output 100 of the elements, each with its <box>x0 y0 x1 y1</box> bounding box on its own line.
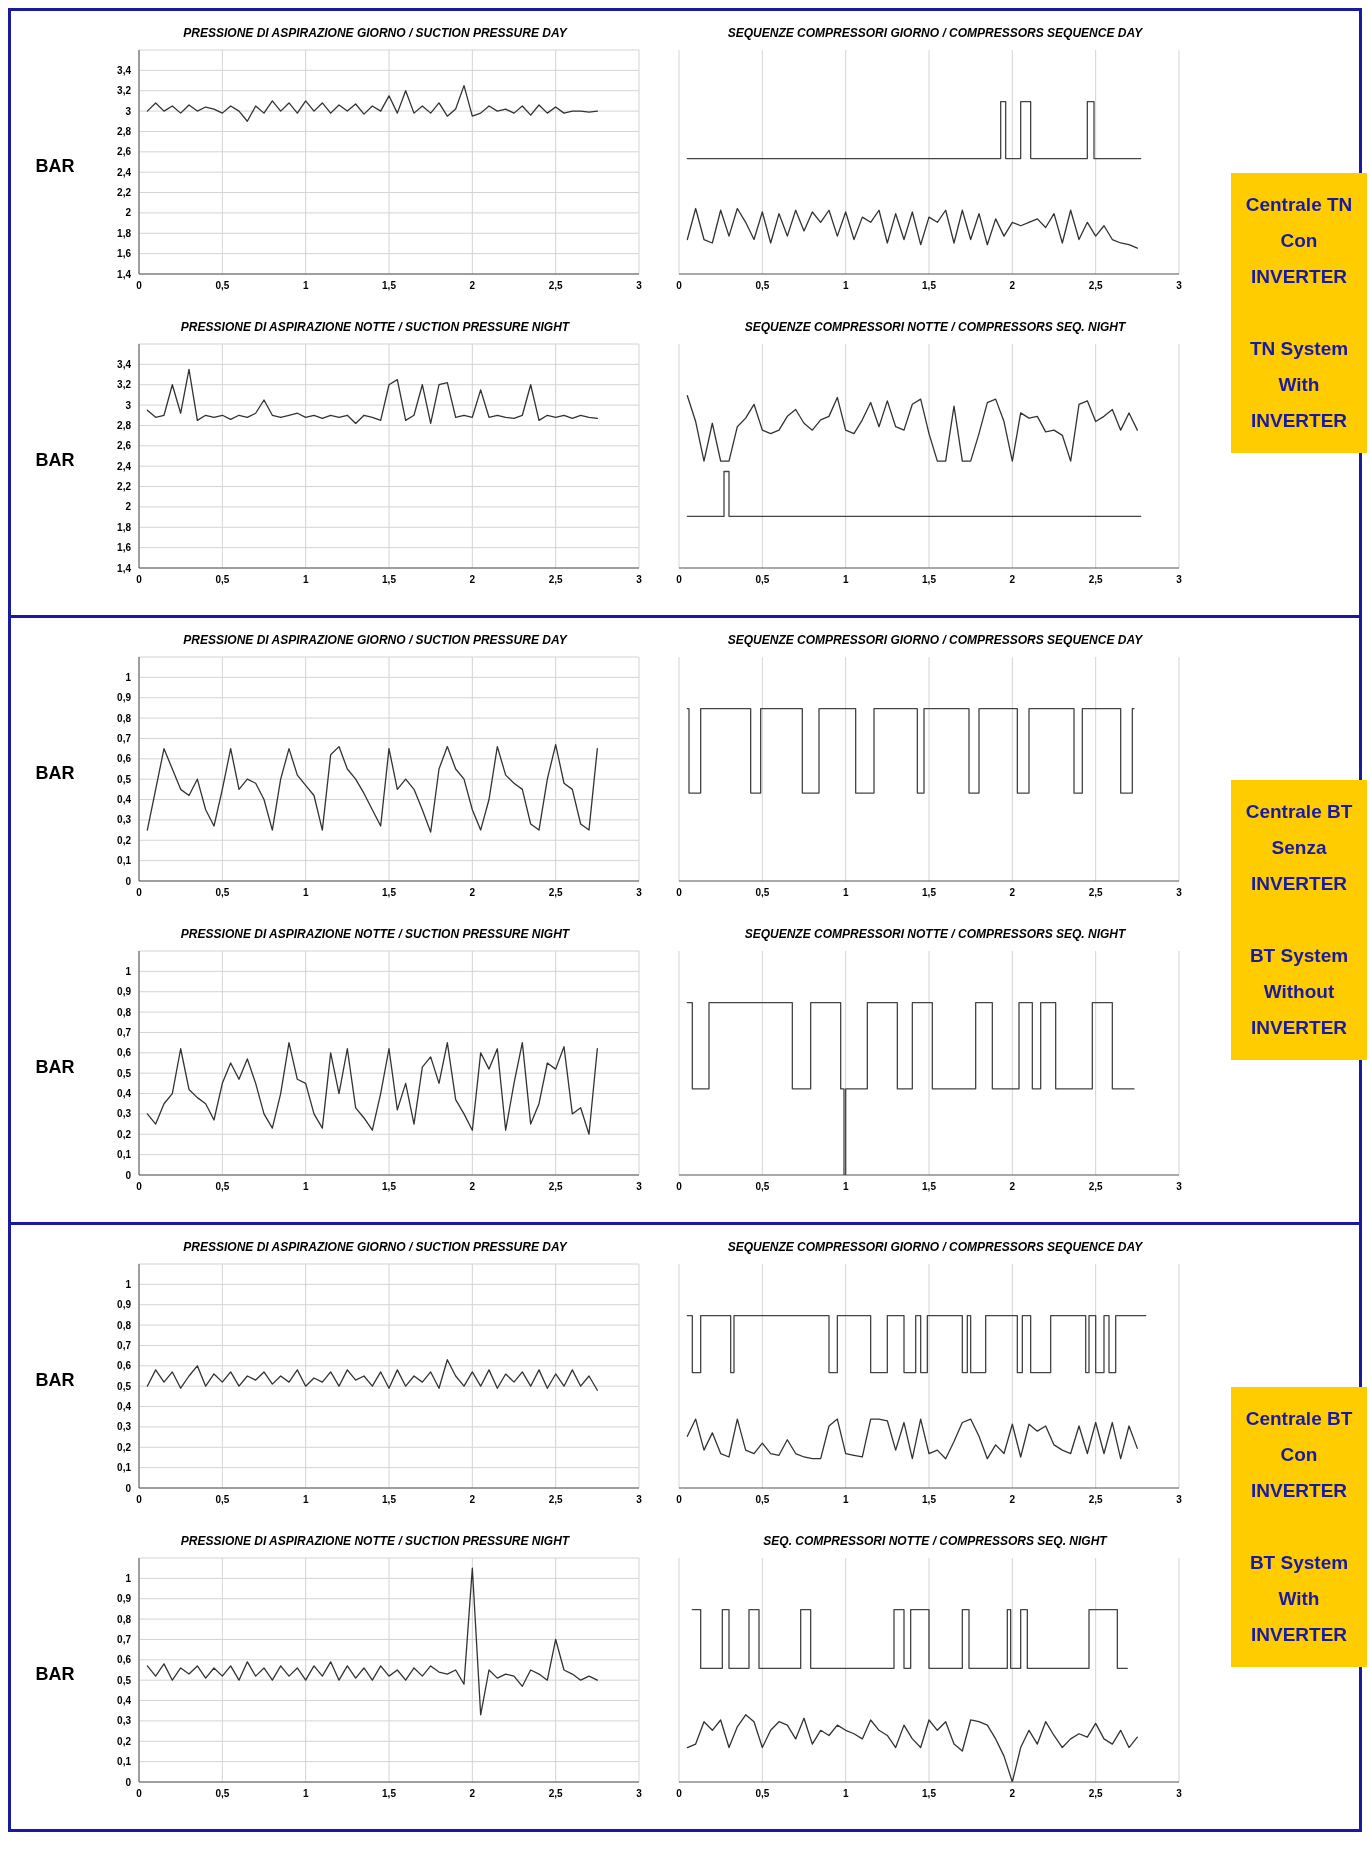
y-tick-label: 1 <box>125 671 132 683</box>
x-tick-label: 0,5 <box>215 1788 230 1800</box>
x-tick-label: 1 <box>302 280 309 292</box>
text: TN System <box>1248 337 1350 361</box>
x-tick-label: 0 <box>676 1788 683 1800</box>
y-tick-label: 0,1 <box>117 1149 132 1161</box>
y-tick-label: 2,4 <box>117 166 132 178</box>
x-tick-label: 1 <box>842 280 849 292</box>
y-tick-label: 0,6 <box>117 1047 132 1059</box>
y-tick-label: 0,8 <box>117 1613 132 1625</box>
y-tick-label: 0,8 <box>117 712 132 724</box>
line-series <box>146 84 598 122</box>
x-tick-label: 2,5 <box>1088 280 1104 292</box>
x-tick-label: 2,5 <box>548 1494 564 1506</box>
x-tick-label: 0 <box>136 574 143 586</box>
y-tick-label: 3,2 <box>117 85 132 97</box>
text: INVERTER <box>1249 872 1349 896</box>
x-tick-label: 1,5 <box>922 1788 937 1800</box>
y-axis-title: BAR <box>34 1663 76 1685</box>
text: INVERTER <box>1249 265 1349 289</box>
y-axis-title: BAR <box>34 762 76 784</box>
y-tick-label: 0 <box>125 1776 132 1788</box>
y-tick-label: 2,2 <box>117 187 132 199</box>
y-tick-label: 0,7 <box>117 1634 132 1645</box>
x-tick-label: 3 <box>636 574 643 586</box>
line-series <box>146 1041 598 1135</box>
text: Con <box>1279 229 1319 253</box>
y-tick-label: 0,3 <box>117 814 132 826</box>
x-tick-label: 1 <box>842 1181 849 1193</box>
x-tick-label: 0 <box>676 887 683 899</box>
y-tick-label: 3,2 <box>117 379 132 391</box>
x-tick-label: 2,5 <box>548 280 564 292</box>
x-tick-label: 3 <box>1176 280 1183 292</box>
y-tick-label: 0,8 <box>117 1006 132 1018</box>
x-tick-label: 1,5 <box>922 574 937 586</box>
x-tick-label: 1 <box>302 574 309 586</box>
y-tick-label: 3 <box>125 105 132 117</box>
y-tick-label: 2 <box>125 207 132 219</box>
y-tick-label: 3 <box>125 399 132 411</box>
y-tick-label: 0,4 <box>117 794 132 806</box>
chart-title: SEQ. COMPRESSORI NOTTE / COMPRESSORS SEQ. NIGHT <box>762 1534 1109 1548</box>
x-tick-label: 1 <box>842 887 849 899</box>
y-axis-title: BAR <box>34 1056 76 1078</box>
x-tick-label: 2 <box>469 1181 476 1193</box>
y-tick-label: 0 <box>125 1169 132 1181</box>
x-tick-label: 0,5 <box>215 887 230 899</box>
y-axis-title: BAR <box>34 449 76 471</box>
x-tick-label: 3 <box>636 280 643 292</box>
y-tick-label: 1 <box>125 1572 132 1584</box>
y-tick-label: 0,5 <box>117 1380 132 1392</box>
chart-title: SEQUENZE COMPRESSORI GIORNO / COMPRESSORS SEQUENCE DAY <box>726 1240 1144 1254</box>
x-tick-label: 2,5 <box>1088 574 1104 586</box>
y-tick-label: 2 <box>125 501 132 513</box>
chart-title: SEQUENZE COMPRESSORI GIORNO / COMPRESSORS SEQUENCE DAY <box>726 633 1144 647</box>
x-tick-label: 0,5 <box>215 1181 230 1193</box>
text: INVERTER <box>1249 1479 1349 1503</box>
y-tick-label: 0,5 <box>117 1674 132 1686</box>
y-tick-label: 0,2 <box>117 1128 132 1140</box>
x-tick-label: 1,5 <box>922 1494 937 1506</box>
chart-title: PRESSIONE DI ASPIRAZIONE NOTTE / SUCTION PRESSURE NIGHT <box>179 927 571 941</box>
y-tick-label: 2,2 <box>117 481 132 493</box>
y-tick-label: 0,6 <box>117 1360 132 1372</box>
x-tick-label: 1,5 <box>922 280 937 292</box>
x-tick-label: 2 <box>1009 1788 1016 1800</box>
x-tick-label: 0 <box>136 887 143 899</box>
y-tick-label: 0 <box>125 1482 132 1494</box>
text: Centrale TN <box>1244 193 1354 217</box>
x-tick-label: 1,5 <box>382 1494 397 1506</box>
x-tick-label: 2 <box>469 1494 476 1506</box>
x-tick-label: 0,5 <box>755 574 770 586</box>
x-tick-label: 1,5 <box>382 1788 397 1800</box>
x-tick-label: 1 <box>842 574 849 586</box>
line-series <box>146 1567 598 1716</box>
text: BT System <box>1248 1551 1350 1575</box>
line-series <box>146 368 598 425</box>
x-tick-label: 1 <box>842 1494 849 1506</box>
x-tick-label: 0,5 <box>755 887 770 899</box>
x-tick-label: 1 <box>302 1494 309 1506</box>
x-tick-label: 2 <box>1009 1494 1016 1506</box>
x-tick-label: 1,5 <box>382 574 397 586</box>
y-tick-label: 1,8 <box>117 521 132 533</box>
y-tick-label: 1 <box>125 1278 132 1290</box>
x-tick-label: 2,5 <box>548 1788 564 1800</box>
y-tick-label: 0,4 <box>117 1695 132 1707</box>
x-tick-label: 2,5 <box>1088 887 1104 899</box>
x-tick-label: 1,5 <box>382 1181 397 1193</box>
text: BT System <box>1248 944 1350 968</box>
x-tick-label: 2,5 <box>1088 1788 1104 1800</box>
x-tick-label: 2,5 <box>548 887 564 899</box>
y-tick-label: 2,4 <box>117 460 132 472</box>
x-tick-label: 3 <box>636 887 643 899</box>
x-tick-label: 0 <box>676 1181 683 1193</box>
x-tick-label: 0 <box>676 1494 683 1506</box>
y-axis-title: BAR <box>34 155 76 177</box>
x-tick-label: 1 <box>302 1181 309 1193</box>
y-tick-label: 1,4 <box>117 562 132 574</box>
text: Centrale BT <box>1244 800 1354 824</box>
y-tick-label: 0,3 <box>117 1421 132 1433</box>
x-tick-label: 1 <box>302 1788 309 1800</box>
chart-title: SEQUENZE COMPRESSORI NOTTE / COMPRESSORS SEQ. NIGHT <box>743 927 1127 941</box>
